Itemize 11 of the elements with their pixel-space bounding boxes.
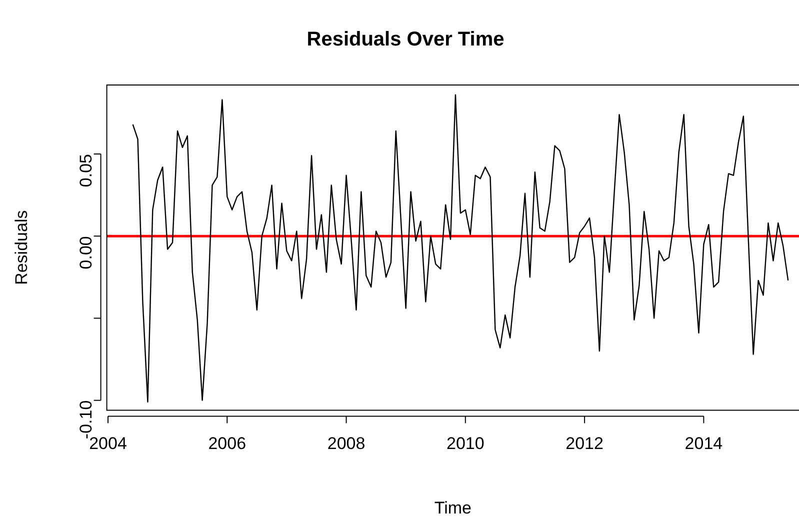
x-tick-label: 2014	[684, 434, 723, 454]
chart-title: Residuals Over Time	[306, 28, 504, 51]
x-tick-label: 2004	[89, 434, 127, 454]
x-axis-title: Time	[434, 498, 472, 518]
y-tick-label: 0.00	[76, 236, 96, 270]
y-axis-title: Residuals	[12, 210, 31, 285]
x-tick-label: 2006	[208, 434, 246, 454]
x-tick-label: 2008	[327, 434, 366, 454]
x-tick-label: 2012	[566, 434, 604, 454]
x-tick-label: 2010	[446, 434, 484, 454]
y-tick-label: 0.05	[76, 154, 96, 188]
